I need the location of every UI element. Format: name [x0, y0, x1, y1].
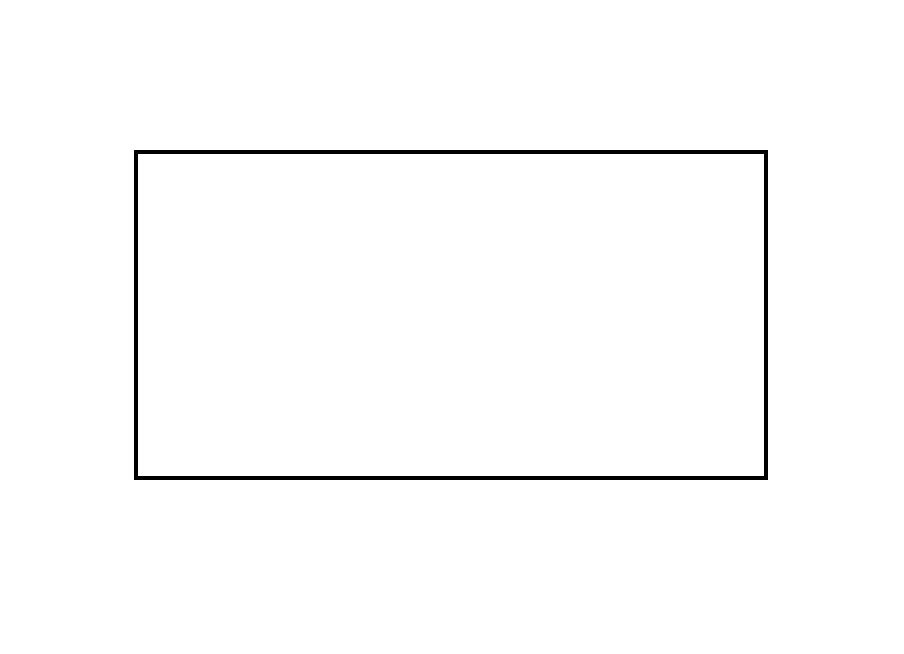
- plot-frame: [134, 150, 768, 480]
